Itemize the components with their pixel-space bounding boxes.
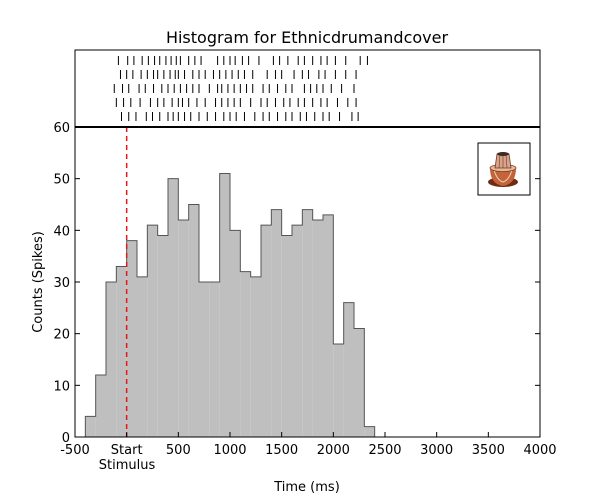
y-axis-label: Counts (Spikes) [31, 231, 46, 333]
y-tick-label: 60 [53, 121, 70, 136]
x-tick-label: 500 [166, 443, 191, 458]
y-tick-label: 10 [53, 379, 70, 394]
y-tick-label: 0 [62, 431, 70, 446]
histogram-outline [84, 173, 376, 437]
histogram-bar [271, 209, 282, 437]
histogram-bar [209, 282, 220, 437]
histogram-bar [106, 282, 117, 437]
x-tick-label: 3000 [420, 443, 453, 458]
histogram-bar [85, 416, 96, 437]
histogram-bar [137, 276, 148, 437]
histogram-bar [323, 214, 334, 437]
x-tick-label: 4000 [523, 443, 556, 458]
x-tick-sublabel: Stimulus [99, 458, 156, 473]
histogram-bar [261, 225, 272, 437]
raster-panel [74, 49, 541, 128]
chart-title: Histogram for Ethnicdrumandcover [166, 28, 449, 47]
raster-ticks [113, 56, 368, 121]
x-tick-label: 2000 [317, 443, 350, 458]
tabla-drum-icon [488, 152, 518, 187]
y-tick-label: 50 [53, 173, 70, 188]
histogram-bar [95, 375, 106, 437]
y-axis: 0 10 20 30 40 50 60 [53, 121, 540, 446]
histogram-bar [157, 235, 168, 437]
inset-legend-box [477, 142, 531, 196]
histogram-bars [84, 173, 376, 437]
x-tick-label: Start [111, 443, 143, 458]
x-tick-label: 2500 [368, 443, 401, 458]
histogram-bar [312, 220, 323, 437]
histogram-bar [281, 235, 292, 437]
y-tick-label: 20 [53, 328, 70, 343]
histogram-bar [230, 230, 241, 437]
y-tick-label: 30 [53, 276, 70, 291]
histogram-bar [354, 328, 365, 437]
histogram-bar [219, 173, 230, 437]
x-tick-label: 1500 [265, 443, 298, 458]
histogram-bar [333, 344, 344, 437]
histogram-bar [126, 240, 137, 437]
histogram-bar [240, 271, 251, 437]
y-tick-label: 40 [53, 224, 70, 239]
x-tick-label: -500 [60, 443, 90, 458]
histogram-bar [364, 426, 375, 437]
histogram-bar [188, 204, 199, 437]
histogram-bar [178, 220, 189, 437]
histogram-bar [250, 276, 261, 437]
histogram-bar [343, 302, 354, 437]
x-tick-label: 1000 [213, 443, 246, 458]
x-tick-label: 3500 [472, 443, 505, 458]
histogram-bar [116, 266, 127, 437]
histogram-bar [199, 282, 210, 437]
x-axis-label: Time (ms) [273, 480, 340, 495]
histogram-bar [302, 209, 313, 437]
histogram-bar [168, 178, 179, 437]
x-axis: -500 Start 500 1000 1500 2000 2500 3000 3500 4000 [60, 432, 557, 458]
histogram-bar [147, 225, 158, 437]
histogram-bar [292, 225, 303, 437]
